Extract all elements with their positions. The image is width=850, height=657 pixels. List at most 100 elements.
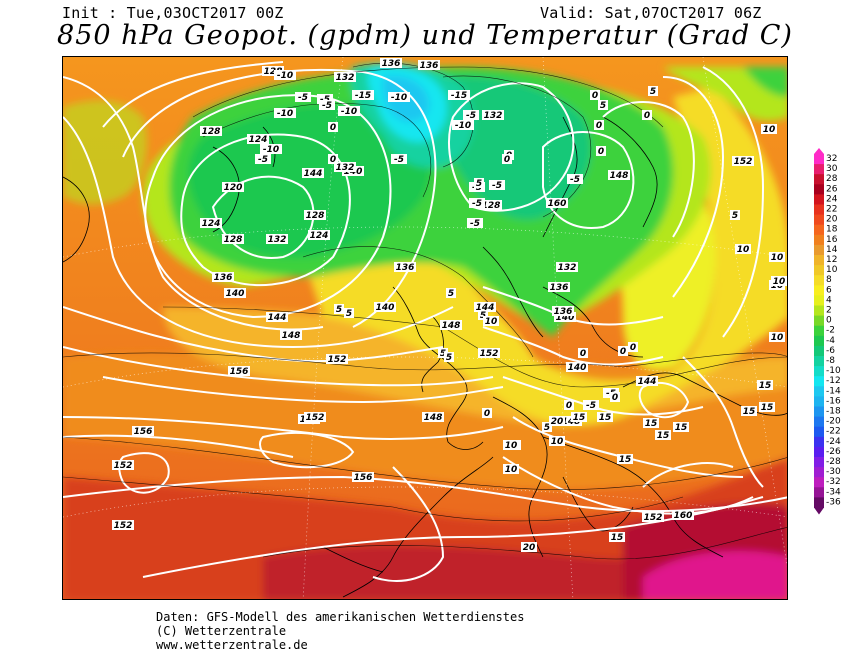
geopotential-label: 120 [222,182,244,193]
svg-text:10: 10 [505,465,518,475]
colorbar-swatch [814,356,824,367]
colorbar-tick-label: 28 [826,174,838,184]
temperature-label: 15 [643,418,659,429]
svg-text:0: 0 [592,91,598,101]
colorbar-tick-label: -24 [826,437,841,447]
colorbar-tick-label: -8 [826,356,835,366]
colorbar-swatch [814,386,824,397]
geopotential-label: 144 [636,376,658,387]
geopotential-label: 140 [566,362,588,373]
svg-text:10: 10 [771,333,784,343]
colorbar-swatch [814,457,824,468]
temperature-label: 10 [549,436,565,447]
temperature-label: -5 [467,218,483,229]
svg-text:15: 15 [759,381,772,391]
svg-text:156: 156 [230,367,249,377]
colorbar-swatches [814,148,824,515]
temperature-label: 10 [503,440,519,451]
temperature-label: -10 [338,106,360,117]
temperature-label: 0 [596,146,606,157]
svg-text:148: 148 [282,331,301,341]
svg-text:136: 136 [550,283,569,293]
colorbar-swatch [814,406,824,418]
geopotential-label: 136 [418,60,440,71]
svg-text:0: 0 [580,349,586,359]
temperature-label: -5 [583,400,599,411]
svg-text:10: 10 [771,253,784,263]
grid-lines [63,57,787,599]
temperature-label: 0 [610,392,620,403]
geopotential-label: 128 [480,200,502,211]
temperature-label: 5 [438,348,448,359]
svg-text:132: 132 [558,263,577,273]
svg-text:148: 148 [442,321,461,331]
temperature-label: 0 [618,346,628,357]
temperature-label: 5 [474,178,484,189]
svg-text:-5: -5 [492,181,502,191]
svg-text:0: 0 [598,147,604,157]
geopotential-label: 124 [308,230,330,241]
geopotential-label: 160 [546,198,568,209]
temperature-label: -15 [448,90,470,101]
geopotential-label: 148 [608,170,630,181]
colorbar-tick-label: 6 [826,285,832,295]
svg-text:0: 0 [330,155,336,165]
svg-text:-10: -10 [277,109,293,119]
temperature-label: 0 [328,122,338,133]
svg-text:15: 15 [645,419,658,429]
colorbar-swatch [814,204,824,216]
colorbar-tick-label: 8 [826,275,832,285]
svg-text:-5: -5 [586,401,596,411]
svg-text:136: 136 [382,59,401,69]
geopotential-label: 132 [334,72,356,83]
colorbar-bottom-arrow [814,507,824,515]
geopotential-label: 152 [732,156,754,167]
colorbar-swatch [814,345,824,357]
valid-time-label: Valid: Sat,07OCT2017 06Z [540,4,762,22]
temperature-label: 10 [769,332,785,343]
temperature-label: 10 [761,124,777,135]
geopotential-contours [63,61,787,582]
colorbar-tick-label: -2 [826,326,835,336]
colorbar-swatch [814,174,824,185]
colorbar-swatch [814,295,824,306]
svg-text:10: 10 [505,441,518,451]
svg-text:10: 10 [551,437,564,447]
geopotential-label: 152 [642,512,664,523]
colorbar-swatch [814,497,824,508]
temperature-label: 5 [344,308,354,319]
temperature-label: 5 [444,352,454,363]
temperature-label: -10 [260,144,282,155]
temperature-label: 0 [642,110,652,121]
svg-text:152: 152 [480,349,499,359]
colorbar-tick-label: 32 [826,154,837,164]
svg-text:15: 15 [675,423,688,433]
geopotential-label: 156 [132,426,154,437]
geopotential-label: 128 [222,234,244,245]
colorbar-tick-label: -32 [826,477,841,487]
colorbar-swatch [814,234,824,246]
temperature-label: 15 [597,412,613,423]
svg-text:0: 0 [630,343,636,353]
colorbar-tick-label: -36 [826,497,841,507]
geopotential-label: 136 [548,282,570,293]
geopotential-label: 148 [422,412,444,423]
temperature-label: 10 [735,244,751,255]
geopotential-label: 124 [200,218,222,229]
svg-text:-15: -15 [355,91,371,101]
temperature-label: 15 [741,406,757,417]
geopotential-label: 128 [200,126,222,137]
svg-text:-5: -5 [298,93,308,103]
temperature-label: 0 [578,348,588,359]
svg-text:10: 10 [763,125,776,135]
svg-text:-10: -10 [455,121,471,131]
svg-text:5: 5 [732,211,738,221]
colorbar-swatch [814,154,824,165]
colorbar-swatch [814,184,824,195]
colorbar-swatch [814,214,824,226]
svg-text:132: 132 [336,163,355,173]
map-canvas: 1281321361361321401441241281201241281321… [63,57,787,599]
temperature-label: -5 [391,154,407,165]
svg-text:-10: -10 [391,93,407,103]
svg-text:132: 132 [268,235,287,245]
